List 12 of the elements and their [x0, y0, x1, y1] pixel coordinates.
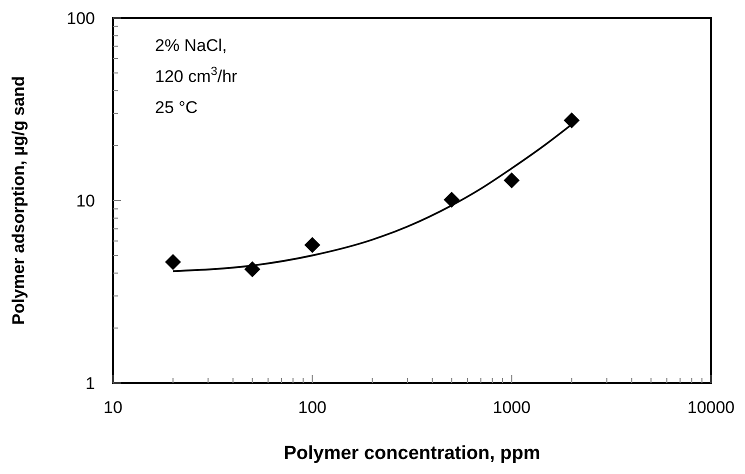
x-tick-label: 1000	[492, 398, 531, 417]
x-tick-label: 100	[298, 398, 327, 417]
annotation: 2% NaCl,	[155, 36, 227, 55]
y-axis-title: Polymer adsorption, µg/g sand	[9, 76, 28, 325]
x-tick-label: 10	[104, 398, 122, 417]
x-tick-label: 10000	[687, 398, 735, 417]
y-tick-label: 10	[76, 192, 95, 210]
annotation: 120 cm$^{3}$/hr	[155, 64, 238, 86]
y-tick-label: 1	[86, 374, 95, 393]
annotation: 25 °C	[155, 98, 198, 117]
x-axis-title: Polymer concentration, ppm	[284, 443, 540, 464]
y-tick-label: 100	[66, 9, 95, 28]
